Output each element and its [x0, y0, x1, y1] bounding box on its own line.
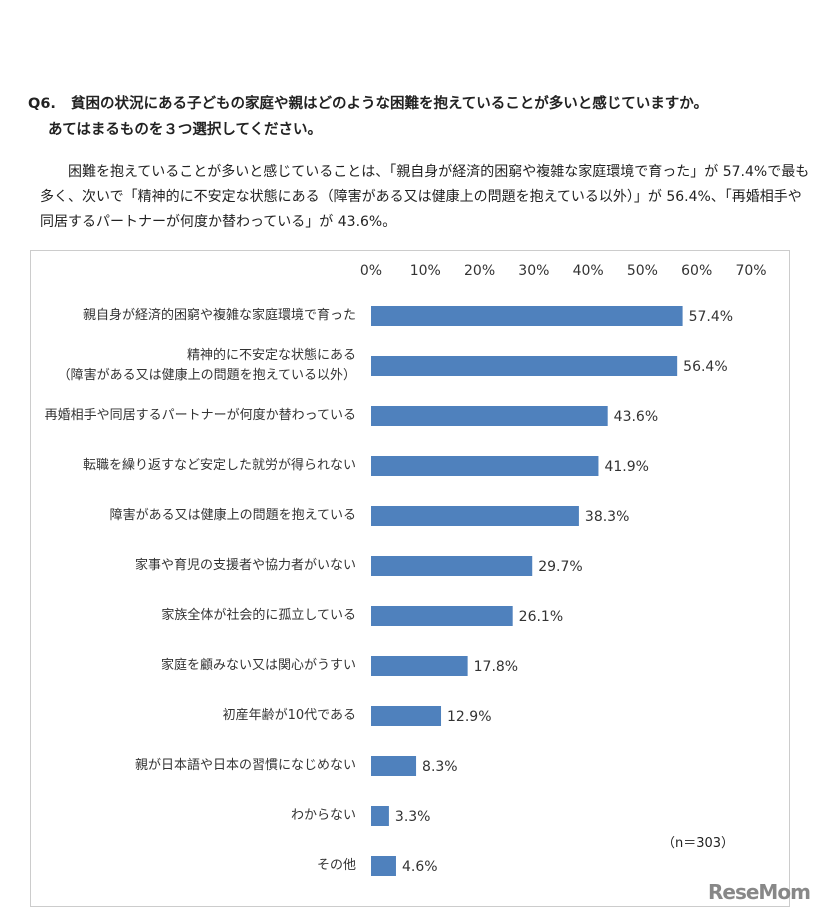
value-label: 12.9%: [447, 709, 491, 725]
bar: [371, 506, 579, 526]
category-label: 障害がある又は健康上の問題を抱えている: [109, 508, 356, 523]
bar: [371, 756, 417, 776]
question: Q6. 貧困の状況にある子どもの家庭や親はどのような困難を抱えていることが多いと…: [28, 92, 708, 113]
x-tick-label: 50%: [627, 263, 658, 279]
description: 困難を抱えていることが多いと感じていることは、「親自身が経済的困窮や複雑な家庭環…: [40, 164, 810, 230]
x-tick-label: 10%: [410, 263, 441, 279]
sample-note: （n＝303）: [662, 836, 735, 851]
question-line: 貧困の状況にある子どもの家庭や親はどのような困難を抱えていることが多いと感じてい…: [71, 96, 708, 112]
x-tick-label: 70%: [735, 263, 766, 279]
category-label: 転職を繰り返すなど安定した就労が得られない: [82, 458, 356, 473]
bar: [371, 706, 442, 726]
category-labels: 親自身が経済的困窮や複雑な家庭環境で育った精神的に不安定な状態にある （障害があ…: [31, 251, 356, 906]
bar: [371, 856, 396, 876]
x-tick-label: 0%: [360, 263, 382, 279]
category-label: 再婚相手や同居するパートナーが何度か替わっている: [44, 408, 356, 423]
value-label: 8.3%: [422, 759, 458, 775]
bar: [371, 406, 608, 426]
value-label: 26.1%: [519, 609, 563, 625]
question-line: あてはまるものを３つ選択してください。: [48, 122, 323, 138]
bar: [371, 456, 599, 476]
bar: [371, 806, 389, 826]
watermark: ReseMom: [708, 880, 811, 904]
value-label: 57.4%: [689, 309, 733, 325]
category-label: わからない: [290, 808, 356, 823]
question-number: Q6.: [28, 96, 56, 112]
value-label: 29.7%: [538, 559, 582, 575]
x-tick-label: 20%: [464, 263, 495, 279]
x-tick-label: 40%: [573, 263, 604, 279]
category-label: 親自身が経済的困窮や複雑な家庭環境で育った: [82, 308, 356, 323]
value-label: 17.8%: [474, 659, 518, 675]
bar: [371, 306, 683, 326]
category-label: 家庭を顧みない又は関心がうすい: [160, 658, 356, 673]
x-tick-label: 30%: [518, 263, 549, 279]
bar: [371, 356, 678, 376]
category-label: 初産年齢が10代である: [222, 708, 356, 723]
bar: [371, 606, 513, 626]
category-label: 家事や育児の支援者や協力者がいない: [134, 558, 356, 573]
value-label: 56.4%: [683, 359, 727, 375]
chart-box: 0% 10% 20% 30% 40% 50% 60% 70% 57.4% 56.4% 43.6% 41…: [30, 250, 790, 907]
category-label: 家族全体が社会的に孤立している: [161, 608, 356, 623]
category-label: その他: [316, 858, 356, 873]
chart: 0% 10% 20% 30% 40% 50% 60% 70% 57.4% 56.4% 43.6% 41…: [360, 263, 767, 876]
bar: [371, 656, 468, 676]
value-label: 41.9%: [604, 459, 648, 475]
bar: [371, 556, 533, 576]
category-label: 精神的に不安定な状態にある （障害がある又は健康上の問題を抱えている以外）: [57, 348, 356, 383]
value-label: 3.3%: [395, 809, 431, 825]
x-tick-label: 60%: [681, 263, 712, 279]
value-label: 43.6%: [614, 409, 658, 425]
value-label: 4.6%: [402, 859, 438, 875]
category-label: 親が日本語や日本の習慣になじめない: [134, 758, 356, 773]
value-label: 38.3%: [585, 509, 629, 525]
